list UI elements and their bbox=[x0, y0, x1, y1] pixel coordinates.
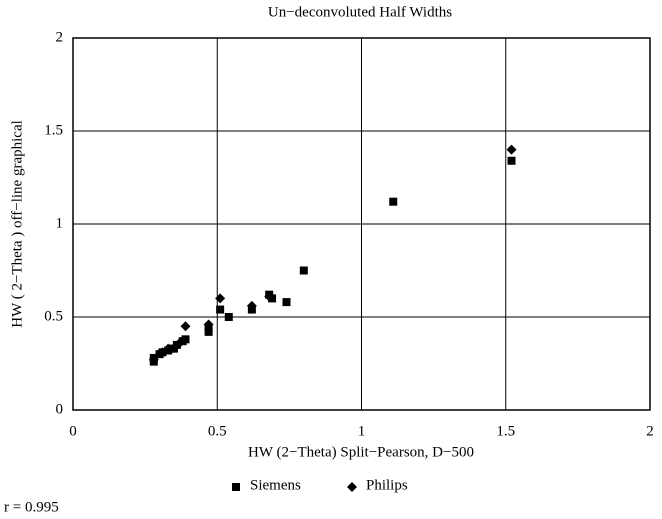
square-point bbox=[507, 156, 516, 165]
square-point bbox=[232, 483, 240, 491]
x-tick-label: 1.5 bbox=[496, 423, 515, 439]
diamond-point bbox=[506, 144, 517, 155]
diamond-point bbox=[163, 343, 174, 354]
y-axis-label: HW ( 2−Theta ) off−line graphical bbox=[9, 120, 25, 328]
diamond-point bbox=[264, 291, 275, 302]
square-point bbox=[299, 266, 308, 275]
chart-title: Un−deconvoluted Half Widths bbox=[268, 4, 452, 20]
plot-frame bbox=[72, 37, 651, 411]
square-point bbox=[216, 305, 225, 314]
x-tick-label: 1 bbox=[358, 423, 366, 439]
x-tick-label: 2 bbox=[646, 423, 654, 439]
diamond-point bbox=[174, 338, 185, 349]
annotation: r = 0.995 bbox=[4, 499, 59, 515]
diamond-point bbox=[215, 293, 226, 304]
square-point bbox=[224, 313, 233, 321]
legend-label: Philips bbox=[366, 477, 408, 493]
y-tick-label: 1 bbox=[56, 215, 64, 231]
legend-label: Siemens bbox=[250, 477, 301, 493]
y-tick-label: 0.5 bbox=[44, 308, 63, 324]
y-tick-label: 1.5 bbox=[44, 122, 63, 138]
x-axis-label: HW (2−Theta) Split−Pearson, D−500 bbox=[248, 444, 474, 460]
diamond-point bbox=[180, 321, 191, 332]
x-tick-label: 0 bbox=[69, 423, 77, 439]
diamond-point bbox=[203, 319, 214, 330]
x-tick-label: 0.5 bbox=[208, 423, 227, 439]
square-point bbox=[389, 197, 398, 206]
y-tick-label: 0 bbox=[56, 401, 64, 417]
diamond-point bbox=[148, 354, 159, 365]
diamond-point bbox=[347, 482, 357, 492]
square-point bbox=[282, 298, 291, 307]
y-tick-label: 2 bbox=[56, 29, 64, 45]
square-point bbox=[181, 335, 190, 344]
diamond-point bbox=[246, 300, 257, 311]
